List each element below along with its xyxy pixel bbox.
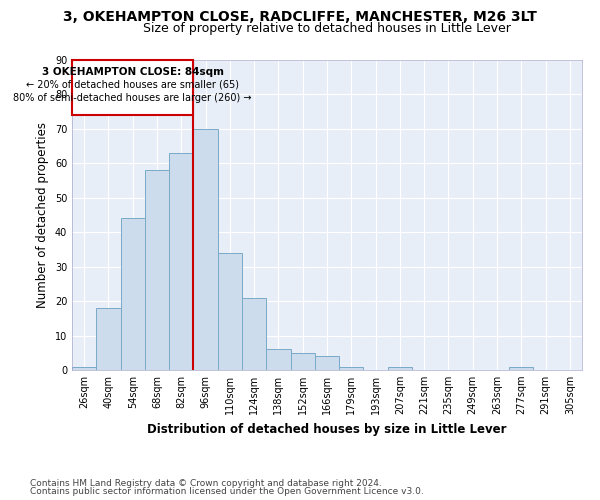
Text: Contains public sector information licensed under the Open Government Licence v3: Contains public sector information licen… — [30, 487, 424, 496]
Bar — [72, 60, 193, 115]
Bar — [509, 366, 533, 370]
Bar — [121, 218, 145, 370]
Bar — [145, 170, 169, 370]
Title: Size of property relative to detached houses in Little Lever: Size of property relative to detached ho… — [143, 22, 511, 35]
Bar — [169, 153, 193, 370]
Bar — [315, 356, 339, 370]
Bar — [218, 253, 242, 370]
Text: Contains HM Land Registry data © Crown copyright and database right 2024.: Contains HM Land Registry data © Crown c… — [30, 478, 382, 488]
Text: 3, OKEHAMPTON CLOSE, RADCLIFFE, MANCHESTER, M26 3LT: 3, OKEHAMPTON CLOSE, RADCLIFFE, MANCHEST… — [63, 10, 537, 24]
Bar — [339, 366, 364, 370]
Y-axis label: Number of detached properties: Number of detached properties — [36, 122, 49, 308]
Bar — [96, 308, 121, 370]
X-axis label: Distribution of detached houses by size in Little Lever: Distribution of detached houses by size … — [147, 422, 507, 436]
Text: 80% of semi-detached houses are larger (260) →: 80% of semi-detached houses are larger (… — [13, 93, 252, 103]
Bar — [242, 298, 266, 370]
Bar — [72, 366, 96, 370]
Bar — [290, 353, 315, 370]
Bar — [193, 129, 218, 370]
Text: ← 20% of detached houses are smaller (65): ← 20% of detached houses are smaller (65… — [26, 79, 239, 89]
Bar — [266, 350, 290, 370]
Bar — [388, 366, 412, 370]
Text: 3 OKEHAMPTON CLOSE: 84sqm: 3 OKEHAMPTON CLOSE: 84sqm — [42, 67, 224, 77]
